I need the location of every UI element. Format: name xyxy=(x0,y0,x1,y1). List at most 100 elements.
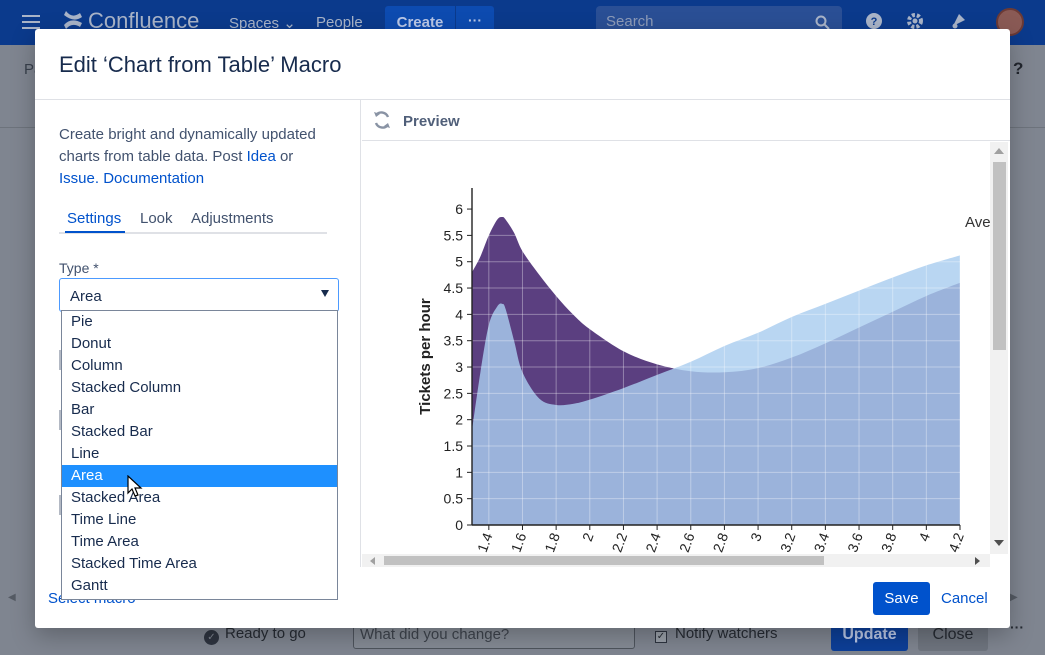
x-tick-label: 3.4 xyxy=(811,530,833,554)
y-tick-label: 4.5 xyxy=(444,280,464,296)
horizontal-scrollbar[interactable] xyxy=(362,554,990,567)
more-options-icon[interactable]: ··· xyxy=(1010,619,1024,635)
cancel-button[interactable]: Cancel xyxy=(941,590,988,607)
logo-text: Confluence xyxy=(88,8,200,33)
documentation-link[interactable]: Documentation xyxy=(103,170,205,187)
preview-pane: Preview 0 0.5 1 1.5 2 2.5 3 3.5 4 4.5 5 5.5 6 1.4 1.6 1… xyxy=(362,100,1010,567)
type-option-time-line[interactable]: Time Line xyxy=(71,511,137,528)
x-tick-label: 2.4 xyxy=(642,530,664,554)
scrollbar-thumb[interactable] xyxy=(384,556,824,565)
idea-link[interactable]: Idea xyxy=(246,148,276,165)
help-icon[interactable]: ? xyxy=(864,12,884,32)
x-tick-label: 3 xyxy=(747,530,765,543)
type-option-bar[interactable]: Bar xyxy=(71,401,95,418)
svg-text:?: ? xyxy=(871,16,878,28)
type-option-gantt[interactable]: Gantt xyxy=(71,577,108,594)
x-tick-label: 2.2 xyxy=(609,530,631,554)
type-option-stacked-bar[interactable]: Stacked Bar xyxy=(71,423,153,440)
vertical-scrollbar[interactable] xyxy=(990,142,1008,554)
x-tick-label: 1.4 xyxy=(474,530,496,554)
nav-spaces-label: Spaces xyxy=(229,15,280,32)
type-option-line[interactable]: Line xyxy=(71,445,100,462)
preview-header: Preview xyxy=(362,100,1010,141)
chevron-down-icon: ⌄ xyxy=(283,15,296,32)
type-label: Type * xyxy=(59,260,99,276)
scroll-up-icon[interactable] xyxy=(994,148,1004,154)
y-tick-label: 0.5 xyxy=(444,491,464,507)
tab-settings[interactable]: Settings xyxy=(59,210,129,233)
scroll-left-icon[interactable] xyxy=(370,557,375,565)
caret-down-icon xyxy=(321,290,329,297)
y-tick-label: 4 xyxy=(455,306,463,322)
y-tick-label: 1.5 xyxy=(444,438,464,454)
x-tick-label: 4.2 xyxy=(945,530,967,554)
y-tick-label: 2 xyxy=(455,412,463,428)
x-tick-label: 3.6 xyxy=(844,530,866,554)
y-tick-label: 5 xyxy=(455,254,463,270)
y-tick-label: 0 xyxy=(455,517,463,533)
notify-label: Notify watchers xyxy=(675,625,778,642)
tab-adjustments[interactable]: Adjustments xyxy=(191,210,274,227)
gear-icon[interactable] xyxy=(905,12,925,32)
dialog-title: Edit ‘Chart from Table’ Macro xyxy=(59,52,342,77)
ready-status[interactable]: ✓ Ready to go xyxy=(204,625,306,645)
dialog-header: Edit ‘Chart from Table’ Macro xyxy=(35,29,1010,100)
settings-tabs: Settings Look Adjustments xyxy=(59,208,327,234)
type-option-column[interactable]: Column xyxy=(71,357,123,374)
legend-label: Ave xyxy=(965,214,991,231)
macro-description: Create bright and dynamically updated ch… xyxy=(59,124,349,190)
search-icon xyxy=(815,15,830,30)
issue-link[interactable]: Issue. xyxy=(59,170,100,187)
scroll-down-icon[interactable] xyxy=(994,540,1004,546)
type-option-area[interactable]: Area xyxy=(62,465,337,487)
refresh-icon[interactable] xyxy=(372,110,392,130)
scroll-right-icon[interactable]: ▶ xyxy=(1010,592,1018,603)
y-tick-label: 6 xyxy=(455,201,463,217)
series-2-area xyxy=(472,255,960,525)
y-tick-label: 3 xyxy=(455,359,463,375)
nav-spaces[interactable]: Spaces ⌄ xyxy=(229,14,296,32)
y-tick-label: 3.5 xyxy=(444,333,464,349)
x-tick-label: 2.8 xyxy=(710,530,732,554)
type-dropdown-list: Pie Donut Column Stacked Column Bar Stacked B… xyxy=(61,310,338,600)
x-tick-label: 3.2 xyxy=(777,530,799,554)
area-chart: 0 0.5 1 1.5 2 2.5 3 3.5 4 4.5 5 5.5 6 1.4 1.6 1.8 2 2.2 2.… xyxy=(417,188,967,554)
type-option-stacked-area[interactable]: Stacked Area xyxy=(71,489,161,506)
type-option-donut[interactable]: Donut xyxy=(71,335,112,352)
notify-watchers-checkbox[interactable]: ✓ Notify watchers xyxy=(655,625,778,643)
tab-look[interactable]: Look xyxy=(140,210,173,227)
scroll-left-icon[interactable]: ◀ xyxy=(8,592,16,603)
x-tick-label: 1.8 xyxy=(541,530,563,554)
mouse-cursor-icon xyxy=(127,475,143,497)
type-option-pie[interactable]: Pie xyxy=(71,313,93,330)
save-button[interactable]: Save xyxy=(873,582,930,615)
nav-people[interactable]: People xyxy=(316,14,363,31)
type-option-time-area[interactable]: Time Area xyxy=(71,533,139,550)
preview-title: Preview xyxy=(403,113,460,130)
settings-pane: Create bright and dynamically updated ch… xyxy=(35,100,361,567)
check-circle-icon: ✓ xyxy=(204,630,219,645)
scrollbar-thumb[interactable] xyxy=(993,162,1006,350)
description-text: Create bright and dynamically updated ch… xyxy=(59,126,316,165)
chart-preview: 0 0.5 1 1.5 2 2.5 3 3.5 4 4.5 5 5.5 6 1.4 1.6 1.8 2 2.2 2.… xyxy=(362,142,1010,567)
y-tick-label: 5.5 xyxy=(444,227,464,243)
search-placeholder: Search xyxy=(606,13,654,30)
x-tick-label: 2 xyxy=(579,530,597,543)
or-text: or xyxy=(275,148,294,165)
y-tick-label: 2.5 xyxy=(444,385,464,401)
scroll-right-icon[interactable] xyxy=(975,557,980,565)
type-option-stacked-time-area[interactable]: Stacked Time Area xyxy=(71,555,197,572)
macro-editor-dialog: Edit ‘Chart from Table’ Macro Create bri… xyxy=(35,29,1010,628)
y-tick-label: 1 xyxy=(455,464,463,480)
checkbox-icon: ✓ xyxy=(655,631,667,643)
x-tick-label: 4 xyxy=(915,530,933,543)
type-select-value: Area xyxy=(70,288,102,305)
app-switcher-icon[interactable] xyxy=(22,15,40,29)
x-tick-label: 3.8 xyxy=(878,530,900,554)
confluence-logo[interactable]: Confluence xyxy=(62,8,199,34)
type-option-stacked-column[interactable]: Stacked Column xyxy=(71,379,182,396)
notifications-icon[interactable] xyxy=(949,12,969,32)
help-icon[interactable]: ? xyxy=(1013,59,1024,78)
ready-label: Ready to go xyxy=(225,625,306,642)
type-select[interactable]: Area xyxy=(59,278,339,312)
